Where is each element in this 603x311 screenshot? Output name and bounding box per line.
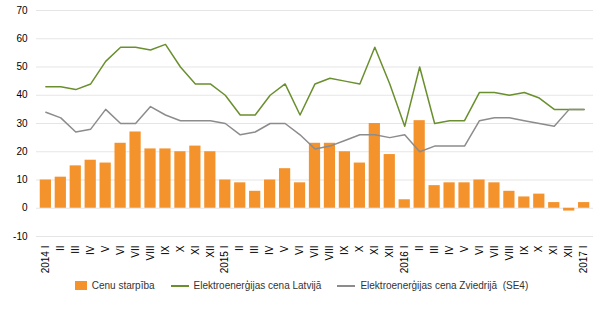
html-text:Cenu starpība: Cenu starpība bbox=[91, 280, 155, 291]
svg-text:V: V bbox=[100, 245, 111, 252]
svg-text:VI: VI bbox=[115, 246, 126, 255]
svg-text:III: III bbox=[70, 246, 81, 254]
svg-text:X: X bbox=[175, 245, 186, 252]
svg-text:0: 0 bbox=[22, 202, 28, 213]
svg-text:70: 70 bbox=[16, 5, 28, 16]
svg-text:XI: XI bbox=[548, 246, 559, 255]
svg-text:40: 40 bbox=[16, 89, 28, 100]
svg-text:IX: IX bbox=[160, 245, 171, 255]
svg-text:50: 50 bbox=[16, 61, 28, 72]
svg-text:V: V bbox=[279, 245, 290, 252]
svg-text:X: X bbox=[533, 245, 544, 252]
svg-text:II: II bbox=[234, 246, 245, 252]
svg-text:II: II bbox=[55, 246, 66, 252]
svg-text:XI: XI bbox=[190, 246, 201, 255]
svg-text:VI: VI bbox=[474, 246, 485, 255]
svg-text:VIII: VIII bbox=[145, 246, 156, 261]
svg-text:IV: IV bbox=[85, 245, 96, 255]
svg-text:III: III bbox=[249, 246, 260, 254]
svg-text:XII: XII bbox=[563, 246, 574, 258]
svg-text:IV: IV bbox=[264, 245, 275, 255]
svg-text:20: 20 bbox=[16, 146, 28, 157]
svg-text:60: 60 bbox=[16, 33, 28, 44]
svg-text:II: II bbox=[414, 246, 425, 252]
svg-text:XII: XII bbox=[384, 246, 395, 258]
svg-text:XII: XII bbox=[205, 246, 216, 258]
svg-text:-10: -10 bbox=[13, 231, 28, 242]
svg-text:IX: IX bbox=[519, 245, 530, 255]
svg-text:VII: VII bbox=[309, 246, 320, 258]
svg-text:IV: IV bbox=[444, 245, 455, 255]
svg-text:2016 I: 2016 I bbox=[399, 246, 410, 274]
svg-text:III: III bbox=[429, 246, 440, 254]
svg-text:VII: VII bbox=[130, 246, 141, 258]
svg-text:V: V bbox=[459, 245, 470, 252]
svg-text:VIII: VIII bbox=[324, 246, 335, 261]
svg-text:VIII: VIII bbox=[504, 246, 515, 261]
svg-text:IX: IX bbox=[339, 245, 350, 255]
svg-text:10: 10 bbox=[16, 174, 28, 185]
svg-text:2017 I: 2017 I bbox=[578, 246, 589, 274]
svg-text:2015 I: 2015 I bbox=[219, 246, 230, 274]
html-text:Elektroenerģijas cena Zviedrij: Elektroenerģijas cena Zviedrijā (SE4) bbox=[360, 280, 529, 291]
svg-text:2014 I: 2014 I bbox=[40, 246, 51, 274]
svg-text:30: 30 bbox=[16, 118, 28, 129]
svg-text:VII: VII bbox=[489, 246, 500, 258]
svg-text:X: X bbox=[354, 245, 365, 252]
svg-text:XI: XI bbox=[369, 246, 380, 255]
html-text:Elektroenerģijas cena Latvijā: Elektroenerģijas cena Latvijā bbox=[193, 280, 322, 291]
svg-text:VI: VI bbox=[294, 246, 305, 255]
